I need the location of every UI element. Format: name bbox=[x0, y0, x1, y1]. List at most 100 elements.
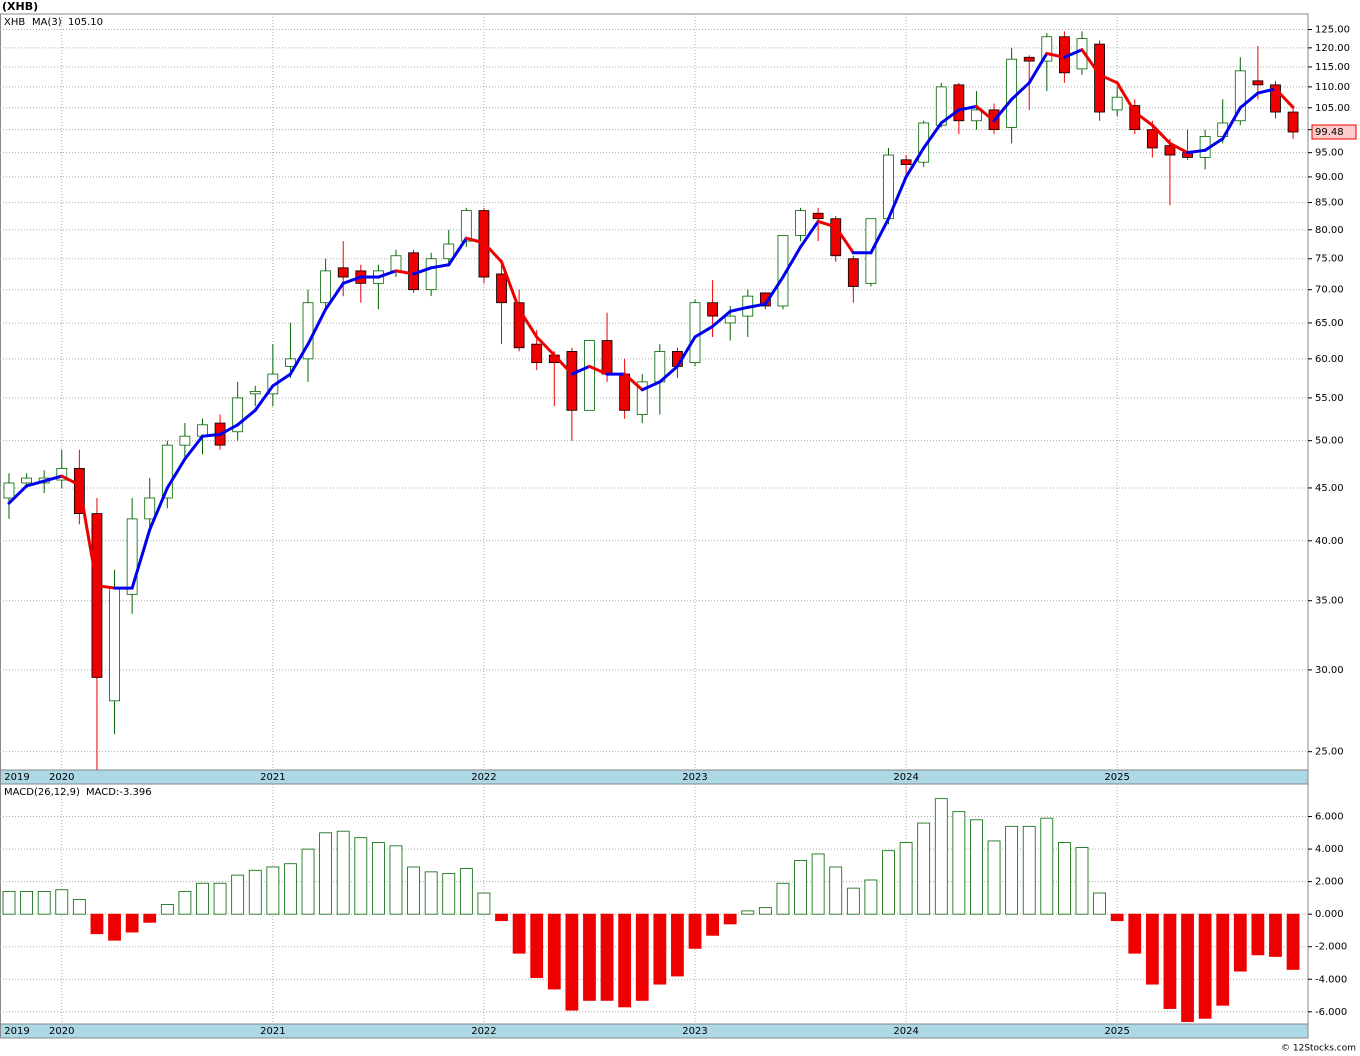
macd-bar bbox=[248, 869, 262, 915]
candle-body bbox=[601, 340, 613, 375]
price-tag bbox=[1311, 124, 1357, 140]
y-tick-label: 90.00 bbox=[1315, 172, 1344, 183]
macd-bar bbox=[688, 913, 702, 949]
ma-line bbox=[517, 307, 539, 339]
macd-bar bbox=[811, 853, 825, 915]
ma-line bbox=[376, 269, 398, 279]
ma-line bbox=[974, 104, 996, 123]
macd-bar bbox=[547, 913, 561, 990]
candle-body bbox=[91, 513, 103, 678]
macd-bar bbox=[1110, 913, 1124, 922]
candle-body bbox=[3, 482, 15, 499]
y-tick-label: 75.00 bbox=[1315, 254, 1344, 265]
ma-line bbox=[1186, 148, 1207, 155]
ma-line bbox=[623, 372, 644, 392]
y-tick-label: 45.00 bbox=[1315, 483, 1344, 494]
y-tick-label: 0.000 bbox=[1315, 909, 1344, 920]
ma-line bbox=[271, 372, 292, 388]
macd-bar bbox=[776, 882, 790, 915]
macd-bar bbox=[723, 913, 737, 925]
candle-body bbox=[584, 340, 595, 411]
ma-line bbox=[552, 353, 574, 376]
ma-line bbox=[570, 364, 591, 376]
ma-line bbox=[1168, 141, 1190, 155]
legend-ma-value: 105.10 bbox=[68, 17, 103, 28]
macd-bar bbox=[108, 913, 121, 941]
macd-bar bbox=[653, 913, 667, 985]
y-tick-label: 40.00 bbox=[1315, 536, 1344, 547]
x-tick-label: 2022 bbox=[471, 772, 496, 783]
y-tick-label: 125.00 bbox=[1315, 25, 1350, 36]
macd-bar bbox=[407, 866, 420, 915]
candle-body bbox=[496, 273, 507, 304]
legend-macd-name: MACD(26,12,9) bbox=[4, 787, 80, 798]
ma-line bbox=[535, 335, 556, 357]
ma-line bbox=[394, 269, 416, 276]
ma-line bbox=[253, 384, 275, 412]
macd-bar bbox=[583, 913, 596, 1001]
candle-body bbox=[1111, 96, 1123, 111]
candle-body bbox=[636, 381, 648, 415]
candle-body bbox=[21, 477, 32, 484]
candle-body bbox=[513, 302, 525, 349]
macd-bar bbox=[90, 913, 104, 935]
macd-bar bbox=[125, 913, 139, 933]
ma-line bbox=[1203, 137, 1225, 152]
ma-line bbox=[464, 236, 486, 245]
ma-line bbox=[746, 302, 767, 309]
x-tick-label: 2019 bbox=[4, 1026, 29, 1037]
macd-bar bbox=[600, 913, 614, 1001]
macd-bar bbox=[424, 871, 438, 915]
candle-body bbox=[249, 391, 261, 395]
candle-body bbox=[953, 84, 965, 122]
ma-line bbox=[711, 309, 732, 328]
macd-bar bbox=[1005, 825, 1019, 915]
macd-bar bbox=[1216, 913, 1230, 1006]
macd-bar bbox=[1163, 913, 1177, 1009]
candle-body bbox=[390, 255, 402, 272]
macd-bar bbox=[442, 873, 456, 915]
macd-bar bbox=[882, 850, 895, 915]
ma-line bbox=[693, 324, 715, 339]
macd-bar bbox=[934, 798, 948, 915]
candle-body bbox=[1146, 129, 1158, 149]
macd-bar bbox=[1093, 892, 1106, 915]
ma-line bbox=[992, 97, 1014, 123]
macd-bar bbox=[1269, 913, 1282, 957]
ma-line bbox=[42, 474, 64, 483]
ma-line bbox=[1256, 87, 1277, 95]
x-tick-label: 2024 bbox=[893, 772, 918, 783]
candle-body bbox=[320, 270, 332, 304]
legend-ma-name: MA(3) bbox=[32, 17, 62, 28]
macd-bar bbox=[1198, 913, 1212, 1019]
ma-line bbox=[1273, 87, 1295, 109]
candle-body bbox=[443, 243, 455, 260]
ma-line bbox=[781, 245, 803, 279]
ma-line bbox=[412, 266, 433, 276]
macd-bar bbox=[1181, 913, 1194, 1022]
candle-body bbox=[144, 497, 156, 520]
candle-body bbox=[830, 218, 842, 257]
y-tick-label: 4.000 bbox=[1315, 844, 1344, 855]
ma-line bbox=[1045, 51, 1066, 59]
macd-bar bbox=[213, 882, 227, 915]
macd-bar bbox=[952, 811, 966, 915]
macd-bar bbox=[477, 892, 491, 915]
ma-line bbox=[130, 528, 152, 590]
y-tick-label: 80.00 bbox=[1315, 225, 1344, 236]
ma-line bbox=[25, 479, 46, 488]
ma-line bbox=[1098, 73, 1119, 85]
ma-line bbox=[1080, 48, 1102, 77]
macd-bar bbox=[371, 842, 385, 915]
y-tick-label: 60.00 bbox=[1315, 354, 1344, 365]
ma-line bbox=[447, 236, 468, 267]
y-tick-label: 95.00 bbox=[1315, 148, 1344, 159]
ma-line bbox=[1238, 91, 1260, 110]
x-tick-label: 2020 bbox=[49, 1026, 74, 1037]
macd-bar bbox=[1286, 913, 1300, 970]
macd-bar bbox=[846, 887, 860, 915]
ma-line bbox=[816, 219, 838, 229]
candle-body bbox=[619, 373, 631, 411]
